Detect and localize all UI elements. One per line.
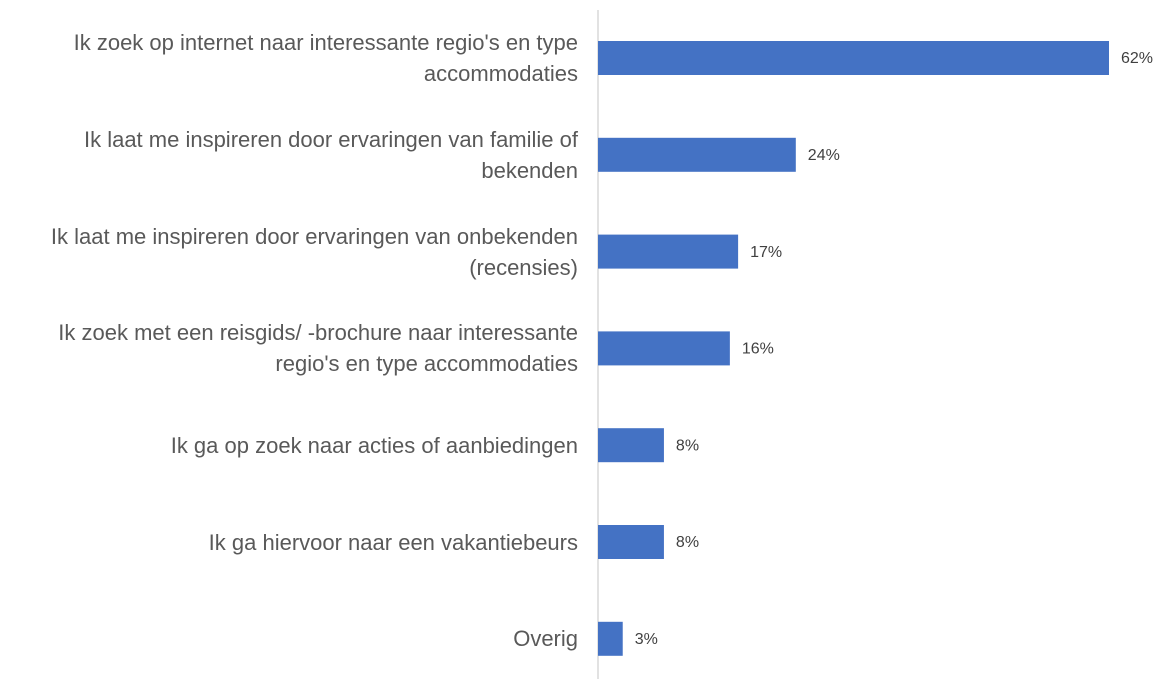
data-label: 8% — [676, 534, 699, 551]
bar — [598, 331, 730, 366]
category-label: Ik ga hiervoor naar een vakantiebeurs — [208, 529, 578, 555]
category-label: Ik laat me inspireren door ervaringen va… — [83, 126, 578, 183]
bar — [598, 41, 1109, 75]
category-label: Ik zoek met een reisgids/ -brochure naar… — [58, 320, 578, 377]
bar — [598, 137, 796, 172]
data-label: 62% — [1121, 50, 1153, 67]
data-label: 3% — [635, 631, 658, 648]
bar — [598, 428, 664, 463]
bar — [598, 621, 623, 656]
category-label: Ik laat me inspireren door ervaringen va… — [50, 223, 578, 280]
data-label: 24% — [808, 147, 840, 164]
data-label: 16% — [742, 341, 774, 358]
category-label: Ik zoek op internet naar interessante re… — [73, 30, 578, 86]
data-label: 8% — [676, 437, 699, 454]
bar — [598, 234, 739, 269]
category-label: Ik ga op zoek naar acties of aanbiedinge… — [170, 432, 578, 458]
bar — [598, 525, 664, 559]
data-label: 17% — [750, 244, 782, 261]
category-label: Overig — [513, 626, 578, 652]
